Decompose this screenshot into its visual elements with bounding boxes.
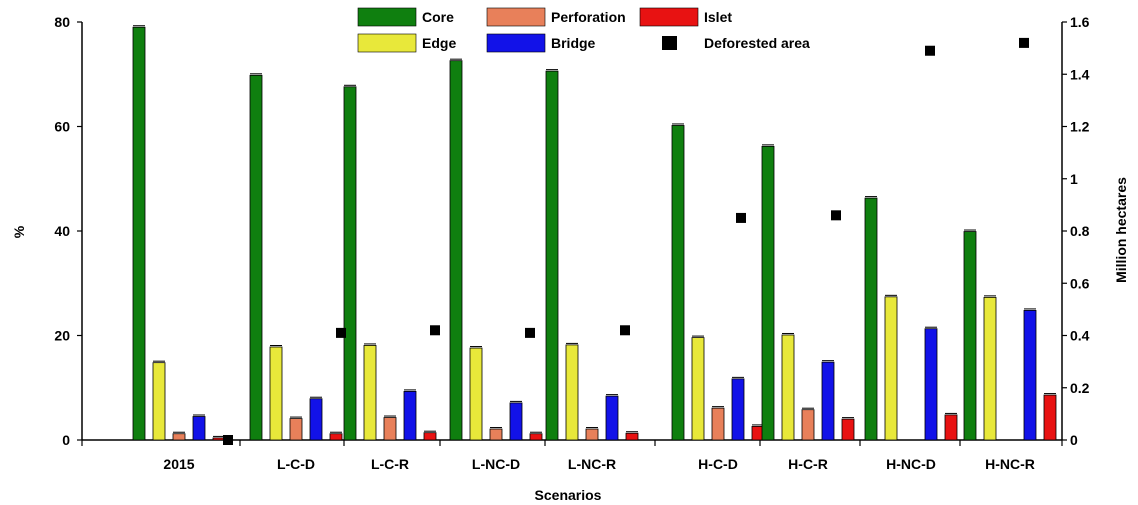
legend-label-deforested-area: Deforested area xyxy=(704,35,810,51)
x-tick-label-h-nc-d: H-NC-D xyxy=(886,456,936,472)
y-tick-label: 40 xyxy=(54,223,70,239)
bar-core-2015 xyxy=(132,26,146,441)
x-tick-label-2015: 2015 xyxy=(163,456,194,472)
legend-label-edge: Edge xyxy=(422,35,456,51)
y-tick-label: 0 xyxy=(62,432,70,448)
y2-tick-label: 0.8 xyxy=(1070,223,1090,239)
legend-label-perforation: Perforation xyxy=(551,9,626,25)
marker-deforested-area-l-c-d xyxy=(336,327,346,338)
marker-deforested-area-l-nc-d xyxy=(525,327,535,338)
bar-core-l-c-r xyxy=(343,86,357,441)
bars xyxy=(132,25,1057,441)
bar-edge-l-c-r xyxy=(363,345,377,441)
bar-bridge-h-c-d xyxy=(731,378,745,441)
x-tick-label-l-nc-r: L-NC-R xyxy=(568,456,616,472)
y2-tick-label: 0.2 xyxy=(1070,380,1090,396)
y2-tick-label: 0.6 xyxy=(1070,275,1090,291)
marker-deforested-area-h-c-d xyxy=(736,212,746,223)
bar-islet-l-c-d xyxy=(329,433,343,441)
marker-deforested-area-2015 xyxy=(223,435,233,445)
marker-deforested-area-h-nc-d xyxy=(925,45,935,56)
bar-perforation-l-c-d xyxy=(289,418,303,441)
bar-perforation-h-c-d xyxy=(711,407,725,441)
bar-core-h-nc-d xyxy=(864,197,878,441)
y-tick-label: 80 xyxy=(54,14,70,30)
x-tick-label-h-c-r: H-C-R xyxy=(788,456,828,472)
y-axis-left-title: % xyxy=(11,225,27,238)
bar-bridge-h-nc-d xyxy=(924,328,938,441)
bar-perforation-l-nc-r xyxy=(585,428,599,441)
bar-core-h-c-r xyxy=(761,145,775,441)
bar-islet-h-c-r xyxy=(841,418,855,441)
x-tick-label-l-c-r: L-C-R xyxy=(371,456,409,472)
legend-swatch-perforation xyxy=(486,7,546,27)
y2-tick-label: 1 xyxy=(1070,171,1078,187)
bar-edge-h-c-d xyxy=(691,337,705,441)
legend: Core Perforation Islet Edge Bridge Deforested… xyxy=(357,7,810,53)
axes: 0 20 40 60 80 0 0.2 0.4 0.6 0.8 1 1.2 1.4 1.6 2015 L-… xyxy=(54,14,1089,472)
legend-label-core: Core xyxy=(422,9,454,25)
bar-bridge-l-c-d xyxy=(309,398,323,441)
bar-perforation-h-c-r xyxy=(801,409,815,441)
bar-islet-l-nc-r xyxy=(625,432,639,441)
y2-tick-label: 0.4 xyxy=(1070,328,1090,344)
bar-bridge-h-c-r xyxy=(821,361,835,441)
bar-bridge-2015 xyxy=(192,416,206,441)
bar-islet-h-nc-r xyxy=(1043,394,1057,441)
bar-core-l-nc-r xyxy=(545,70,559,441)
legend-swatch-deforested-area xyxy=(662,36,677,50)
legend-swatch-core xyxy=(357,7,417,27)
bar-islet-l-c-r xyxy=(423,432,437,441)
y-axis-right-ticks: 0 0.2 0.4 0.6 0.8 1 1.2 1.4 1.6 xyxy=(1062,14,1090,448)
bar-bridge-l-nc-r xyxy=(605,395,619,441)
y-tick-label: 60 xyxy=(54,119,70,135)
bar-edge-l-nc-r xyxy=(565,344,579,441)
y2-tick-label: 1.2 xyxy=(1070,119,1090,135)
legend-swatch-bridge xyxy=(486,33,546,53)
x-tick-label-h-c-d: H-C-D xyxy=(698,456,738,472)
y2-tick-label: 0 xyxy=(1070,432,1078,448)
y-axis-right-title: Million hectares xyxy=(1113,177,1129,283)
y2-tick-label: 1.4 xyxy=(1070,66,1090,82)
bar-bridge-l-nc-d xyxy=(509,402,523,441)
bar-perforation-2015 xyxy=(172,433,186,441)
bar-edge-l-nc-d xyxy=(469,347,483,441)
bar-core-l-c-d xyxy=(249,74,263,441)
x-axis-title: Scenarios xyxy=(535,487,602,503)
y2-tick-label: 1.6 xyxy=(1070,14,1090,30)
bar-islet-h-nc-d xyxy=(944,414,958,441)
x-tick-label-h-nc-r: H-NC-R xyxy=(985,456,1035,472)
bar-core-h-c-d xyxy=(671,125,685,441)
bar-bridge-h-nc-r xyxy=(1023,310,1037,441)
legend-label-bridge: Bridge xyxy=(551,35,596,51)
bar-bridge-l-c-r xyxy=(403,391,417,441)
y-tick-label: 20 xyxy=(54,328,70,344)
bar-islet-l-nc-d xyxy=(529,433,543,441)
bar-edge-h-nc-r xyxy=(983,296,997,441)
bar-perforation-l-nc-d xyxy=(489,428,503,441)
bar-core-h-nc-r xyxy=(963,231,977,441)
bar-core-l-nc-d xyxy=(449,60,463,441)
legend-swatch-edge xyxy=(357,33,417,53)
legend-swatch-islet xyxy=(639,7,699,27)
bar-edge-h-nc-d xyxy=(884,296,898,441)
x-tick-label-l-nc-d: L-NC-D xyxy=(472,456,520,472)
bar-edge-l-c-d xyxy=(269,346,283,441)
bar-edge-h-c-r xyxy=(781,334,795,441)
marker-deforested-area-l-c-r xyxy=(430,325,440,336)
legend-label-islet: Islet xyxy=(704,9,732,25)
marker-deforested-area-h-c-r xyxy=(831,210,841,221)
marker-deforested-area-l-nc-r xyxy=(620,325,630,336)
y-axis-left-ticks: 0 20 40 60 80 xyxy=(54,14,82,448)
bar-edge-2015 xyxy=(152,362,166,441)
bar-perforation-l-c-r xyxy=(383,417,397,441)
x-tick-label-l-c-d: L-C-D xyxy=(277,456,315,472)
x-axis-ticks: 2015 L-C-D L-C-R L-NC-D L-NC-R H-C-D H-C-R H-NC… xyxy=(81,440,1063,472)
deforested-area-markers xyxy=(223,37,1029,445)
marker-deforested-area-h-nc-r xyxy=(1019,37,1029,48)
